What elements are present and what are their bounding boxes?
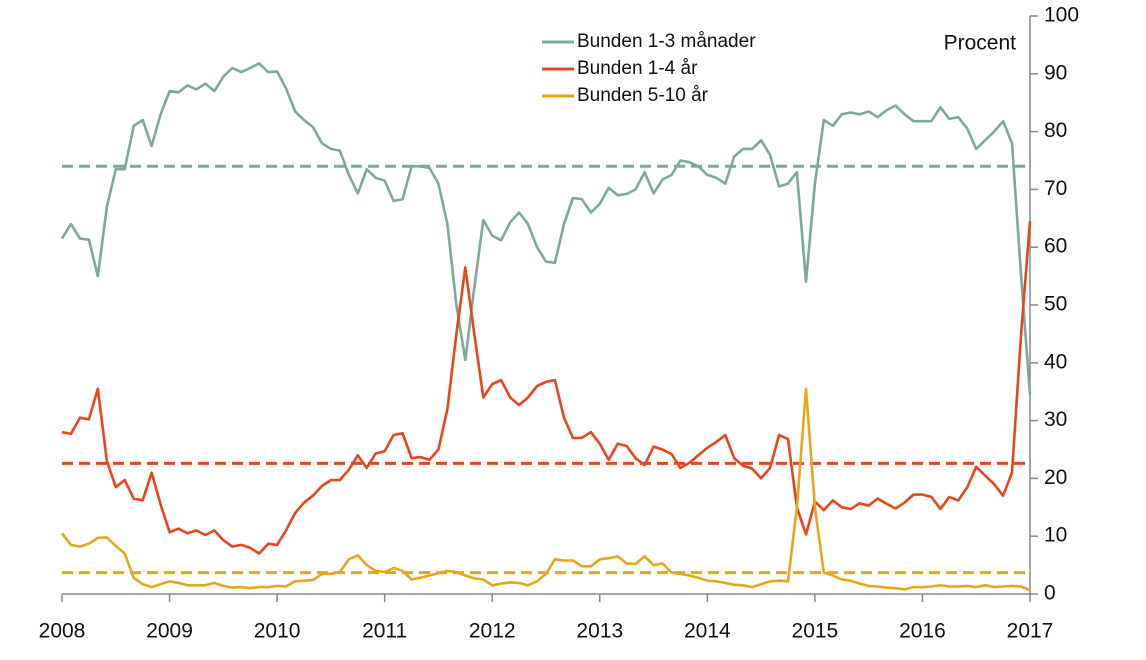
y-tick-label: 100 [1044, 4, 1079, 27]
legend-label: Bunden 1-3 månader [577, 31, 756, 52]
legend-label: Bunden 1-4 år [577, 58, 698, 79]
x-tick-label: 2017 [1007, 620, 1054, 643]
y-tick-label: 60 [1044, 235, 1067, 258]
x-tick-label: 2013 [576, 620, 623, 643]
x-tick-label: 2016 [899, 620, 946, 643]
legend-label: Bunden 5-10 år [577, 85, 709, 106]
y-tick-label: 50 [1044, 293, 1067, 316]
x-tick-label: 2009 [146, 620, 193, 643]
x-tick-label: 2015 [792, 620, 839, 643]
series-line [60, 62, 1032, 395]
y-tick-label: 10 [1044, 524, 1067, 547]
y-tick-label: 40 [1044, 350, 1067, 373]
y-tick-label: 80 [1044, 119, 1067, 142]
y-tick-label: 70 [1044, 177, 1067, 200]
y-tick-label: 90 [1044, 61, 1067, 84]
y-tick-label: 20 [1044, 466, 1067, 489]
series-line [61, 221, 1032, 555]
x-tick-label: 2008 [39, 620, 86, 643]
x-tick-label: 2012 [469, 620, 516, 643]
y-axis-label: Procent [944, 32, 1017, 55]
x-tick-label: 2014 [684, 620, 731, 643]
legend: Bunden 1-3 månader Bunden 1-4 år Bunden 5-… [542, 31, 756, 106]
y-tick-label: 0 [1044, 582, 1056, 605]
x-tick-label: 2011 [362, 620, 407, 643]
series-line [60, 387, 1031, 592]
y-tick-label: 30 [1044, 408, 1067, 431]
x-tick-label: 2010 [254, 620, 301, 643]
